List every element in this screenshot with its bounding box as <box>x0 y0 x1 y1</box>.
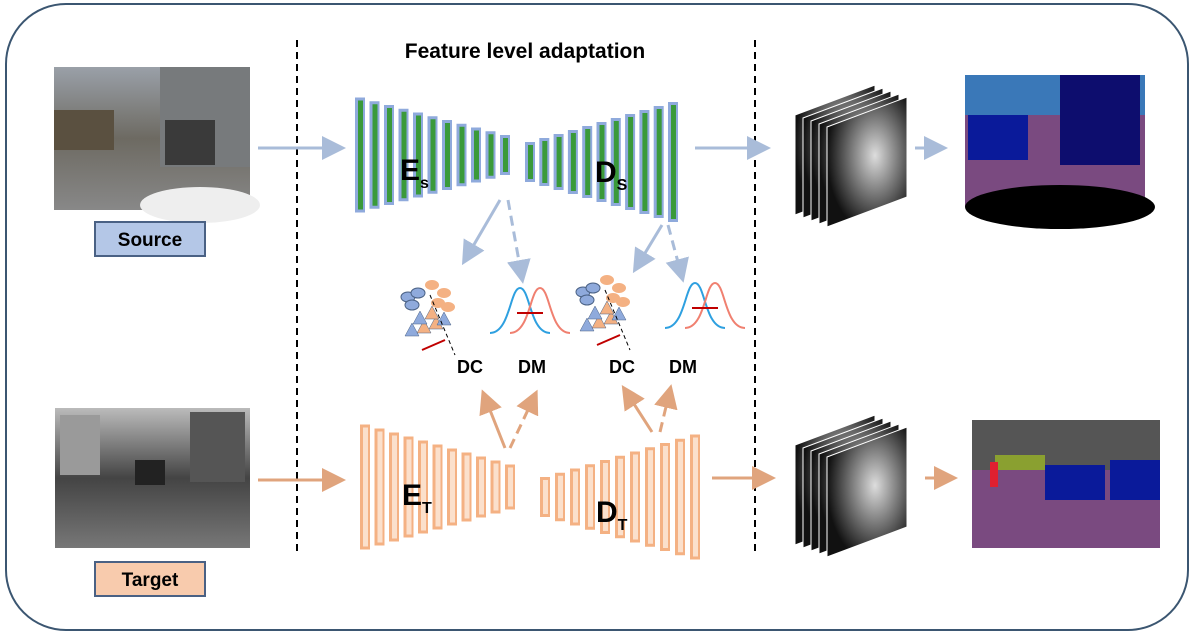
encoder-layer <box>503 138 508 172</box>
decoder-layer <box>693 437 698 557</box>
loss-label: DC <box>609 357 635 377</box>
decoder-layer <box>585 129 591 195</box>
cluster-point <box>616 297 630 307</box>
boundary <box>604 289 631 351</box>
target-segmentation <box>972 420 1160 548</box>
encoder-layer <box>372 104 378 206</box>
layers <box>355 84 908 560</box>
target-image <box>55 408 250 548</box>
boundary <box>429 294 456 356</box>
encoder-layer <box>358 100 363 210</box>
cluster-point <box>585 282 601 294</box>
feature-map <box>826 96 908 228</box>
distribution <box>509 286 571 334</box>
cluster-point <box>599 300 615 315</box>
cluster-point <box>425 280 439 290</box>
encoder-layer <box>387 108 392 202</box>
decoder-layer <box>570 133 576 191</box>
cluster-point <box>404 322 420 337</box>
encoder-layer <box>450 451 455 523</box>
pull-arrow <box>596 334 621 346</box>
decoder-target: DT <box>596 496 628 534</box>
encoder-layer <box>421 443 426 531</box>
cluster-point <box>587 305 603 320</box>
encoder-layer <box>406 439 412 535</box>
cluster-point <box>612 283 626 293</box>
encoder-layer <box>474 130 479 180</box>
decoder-layer <box>663 446 668 548</box>
cluster-point <box>591 314 607 329</box>
loss-icons <box>400 275 746 356</box>
cluster-point <box>412 310 428 325</box>
cluster-point <box>600 275 614 285</box>
cluster-point <box>441 302 455 312</box>
source-segmentation <box>965 75 1155 229</box>
encoder-layer <box>363 427 368 547</box>
cluster-point <box>611 306 627 321</box>
loss-label: DC <box>457 357 483 377</box>
arrows <box>258 136 958 492</box>
cluster-point <box>437 288 451 298</box>
encoder-target: ET <box>402 479 432 517</box>
cluster-point <box>579 317 595 332</box>
target-label-box <box>94 561 206 597</box>
decoder-layer <box>558 475 563 519</box>
encoder-layer <box>464 455 470 519</box>
cluster-point <box>404 299 420 311</box>
decoder-layer <box>542 141 548 183</box>
source-image <box>54 67 260 223</box>
source-label-box <box>94 221 206 257</box>
cluster-point <box>410 287 426 299</box>
encoder-layer <box>493 463 499 511</box>
decoder-layer <box>633 454 638 540</box>
decoder-layer <box>678 441 683 553</box>
cluster-point <box>436 311 452 326</box>
distribution <box>684 281 746 329</box>
decoder-layer <box>599 125 605 199</box>
decoder-layer <box>603 463 608 531</box>
cluster-point <box>416 319 432 334</box>
decoder-layer <box>628 117 634 207</box>
decoder-layer <box>556 137 562 187</box>
encoder-layer <box>392 435 397 539</box>
decoder-layer <box>642 113 648 211</box>
loss-label: DM <box>669 357 697 377</box>
encoder-layer <box>445 123 450 187</box>
decoder-layer <box>618 458 623 536</box>
encoder-layer <box>488 134 494 176</box>
source-label: Source <box>118 230 182 251</box>
encoder-layer <box>401 111 407 199</box>
frame <box>5 3 1189 631</box>
encoder-layer <box>508 467 513 507</box>
encoder-layer <box>459 126 465 184</box>
decoder-source: DS <box>595 156 628 194</box>
decoder-layer <box>528 145 533 179</box>
encoder-layer <box>430 119 436 191</box>
distribution <box>489 286 551 334</box>
decoder-layer <box>613 121 619 203</box>
encoder-layer <box>435 447 441 527</box>
encoder-layer <box>416 115 421 195</box>
feature-map <box>826 426 908 558</box>
decoder-layer <box>656 109 662 215</box>
decoder-layer <box>648 450 653 544</box>
cluster-point <box>424 305 440 320</box>
pull-arrow <box>421 339 446 351</box>
encoder-layer <box>479 459 484 515</box>
title: Feature level adaptation <box>405 40 645 63</box>
distribution <box>664 281 726 329</box>
target-label: Target <box>122 570 179 591</box>
encoder-source: Es <box>400 154 429 192</box>
decoder-layer <box>588 467 593 527</box>
decoder-layer <box>573 471 578 523</box>
encoder-layer <box>377 431 383 543</box>
decoder-layer <box>671 105 676 219</box>
cluster-point <box>579 294 595 306</box>
loss-label: DM <box>518 357 546 377</box>
decoder-layer <box>543 480 548 514</box>
